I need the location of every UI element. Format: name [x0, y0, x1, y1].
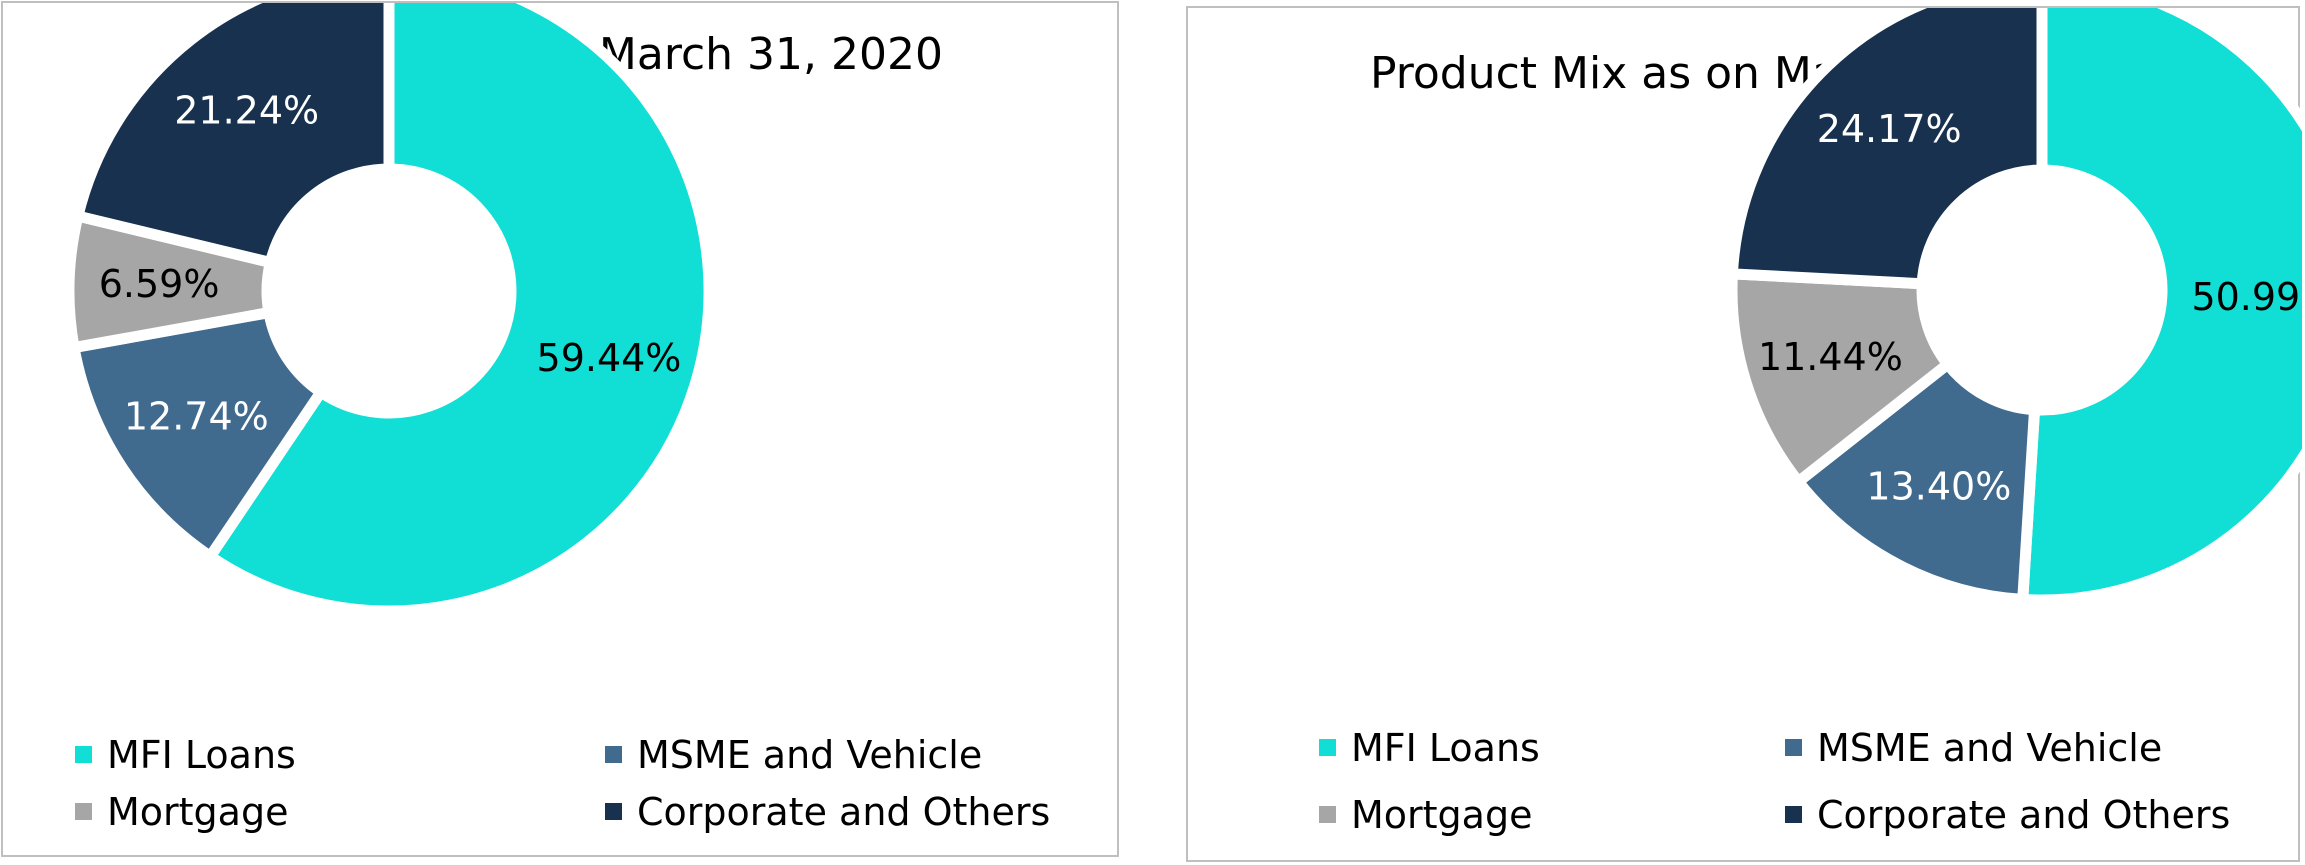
data-label-mortgage: 11.44%: [1758, 335, 1903, 379]
legend-label-msme-and-vehicle: MSME and Vehicle: [1817, 726, 2162, 770]
legend-swatch-msme-and-vehicle: [1785, 739, 1802, 756]
legend-label-mfi-loans: MFI Loans: [107, 733, 296, 777]
donut-chart-2023: Product Mix as on March 31, 2023 50.99%1…: [1188, 8, 2302, 864]
legend-swatch-mfi-loans: [1319, 739, 1336, 756]
slice-corporate-and-others: [78, 3, 389, 262]
data-label-corporate-and-others: 24.17%: [1817, 107, 1962, 151]
data-label-mfi-loans: 50.99%: [2191, 275, 2302, 319]
legend-swatch-msme-and-vehicle: [605, 746, 622, 763]
legend-swatch-mfi-loans: [75, 746, 92, 763]
legend-swatch-mortgage: [1319, 806, 1336, 823]
donut-chart-2020: Product Mix as on March 31, 2020 59.44%1…: [3, 3, 1121, 859]
legend-label-corporate-and-others: Corporate and Others: [637, 790, 1050, 834]
chart-panel-2020: Product Mix as on March 31, 2020 59.44%1…: [1, 1, 1119, 857]
legend-label-msme-and-vehicle: MSME and Vehicle: [637, 733, 982, 777]
legend-label-corporate-and-others: Corporate and Others: [1817, 793, 2230, 837]
data-label-mfi-loans: 59.44%: [537, 336, 682, 380]
data-label-msme-and-vehicle: 13.40%: [1866, 465, 2011, 509]
data-label-mortgage: 6.59%: [99, 262, 220, 306]
legend-label-mfi-loans: MFI Loans: [1351, 726, 1540, 770]
legend-swatch-corporate-and-others: [1785, 806, 1802, 823]
data-label-corporate-and-others: 21.24%: [174, 88, 319, 132]
legend-label-mortgage: Mortgage: [107, 790, 288, 834]
chart-panel-2023: Product Mix as on March 31, 2023 50.99%1…: [1186, 6, 2300, 862]
legend: MFI Loans MSME and Vehicle Mortgage Corpora…: [1319, 726, 2230, 837]
legend-label-mortgage: Mortgage: [1351, 793, 1532, 837]
slices: [69, 3, 709, 611]
legend-swatch-corporate-and-others: [605, 803, 622, 820]
data-label-msme-and-vehicle: 12.74%: [124, 395, 269, 439]
legend: MFI Loans MSME and Vehicle Mortgage Corpora…: [75, 733, 1050, 834]
legend-swatch-mortgage: [75, 803, 92, 820]
